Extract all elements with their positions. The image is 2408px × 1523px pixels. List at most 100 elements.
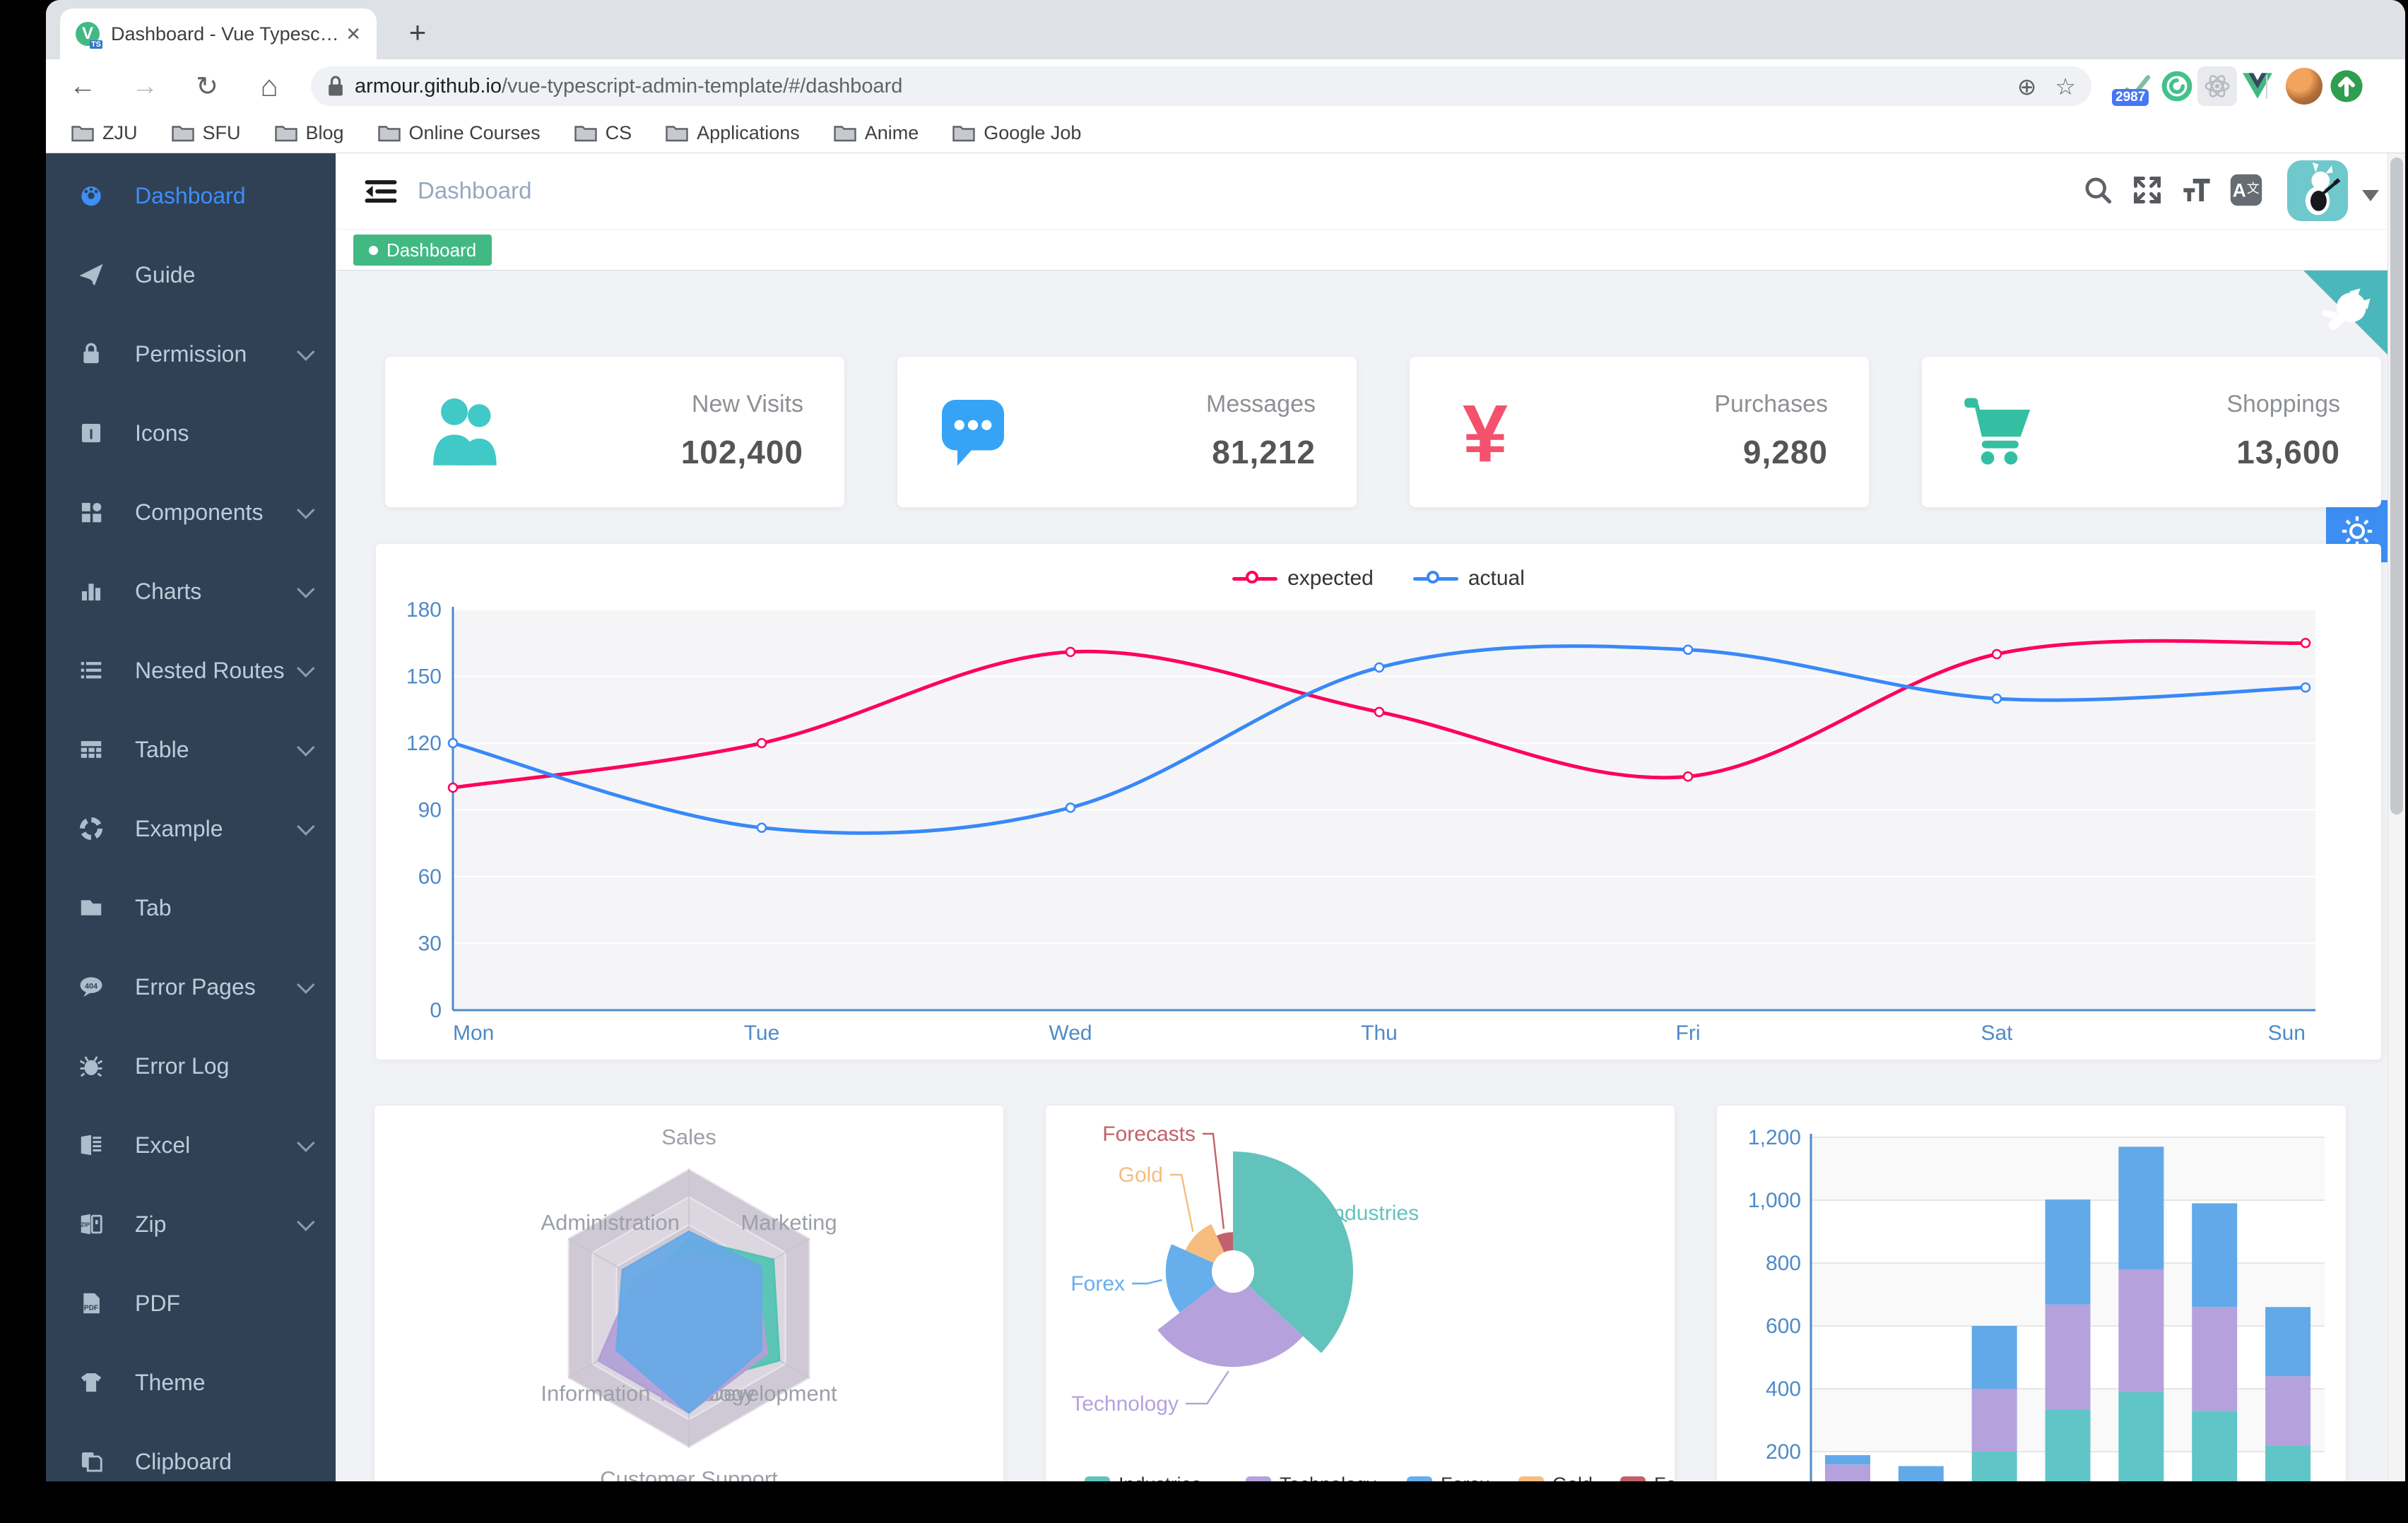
bookmark-folder[interactable]: SFU — [171, 122, 241, 144]
forward-icon[interactable]: → — [131, 71, 158, 101]
svg-text:800: 800 — [1766, 1252, 1801, 1275]
chevron-down-icon — [297, 580, 315, 598]
text-size-icon[interactable] — [2174, 167, 2219, 213]
peoples-icon — [422, 392, 514, 473]
pdf-icon: PDF — [77, 1289, 105, 1317]
address-bar[interactable]: armour.github.io/vue-typescript-admin-te… — [311, 66, 2091, 106]
svg-text:200: 200 — [1766, 1440, 1801, 1464]
chevron-down-icon — [297, 501, 315, 519]
svg-text:Wed: Wed — [1049, 1021, 1092, 1045]
folder-icon — [952, 126, 975, 142]
svg-text:¥: ¥ — [1463, 392, 1508, 473]
tags-view-bar: Dashboard — [336, 230, 2405, 271]
hamburger-icon[interactable] — [362, 173, 399, 210]
bookmark-folder[interactable]: Anime — [834, 122, 919, 144]
sidebar-item-permission[interactable]: Permission — [46, 314, 336, 393]
scrollbar-track[interactable] — [2388, 153, 2405, 1481]
bookmark-folder[interactable]: Blog — [274, 122, 344, 144]
sidebar-item-table[interactable]: Table — [46, 710, 336, 789]
svg-text:ZIP: ZIP — [81, 1221, 90, 1228]
extension-vue-icon[interactable] — [2238, 66, 2277, 106]
sidebar-item-error-pages[interactable]: 404 Error Pages — [46, 947, 336, 1026]
sidebar-item-clipboard[interactable]: Clipboard — [46, 1422, 336, 1481]
reload-icon[interactable]: ↻ — [196, 71, 218, 102]
dashboard-content: New Visits 102,400 Messages 81,212 ¥ Purc… — [336, 271, 2405, 1481]
bookmark-folder[interactable]: Online Courses — [377, 122, 541, 144]
bug-icon — [77, 1052, 105, 1080]
sidebar: Dashboard Guide Permission I Icons Compon… — [46, 153, 336, 1481]
extension-green-icon[interactable] — [2157, 66, 2197, 106]
zip-icon: ZIP — [77, 1210, 105, 1238]
tab-icon — [77, 894, 105, 922]
profile-avatar[interactable] — [2284, 66, 2324, 106]
extension-check-icon[interactable]: 2987 — [2112, 66, 2157, 106]
extension-react-icon[interactable] — [2197, 66, 2237, 106]
svg-text:180: 180 — [406, 598, 442, 622]
stat-card-value: 102,400 — [680, 434, 803, 470]
new-tab-button[interactable]: + — [408, 16, 427, 49]
stat-card-label: Shoppings — [2226, 391, 2340, 417]
browser-tab[interactable]: VTS Dashboard - Vue Typescript Ad ✕ — [60, 8, 377, 59]
sidebar-item-zip[interactable]: ZIP Zip — [46, 1185, 336, 1264]
fullscreen-icon[interactable] — [2125, 167, 2170, 213]
chevron-down-icon[interactable] — [2362, 190, 2379, 201]
update-chrome-icon[interactable] — [2327, 66, 2366, 106]
sidebar-item-example[interactable]: Example — [46, 789, 336, 868]
stat-card-value: 13,600 — [2236, 434, 2340, 470]
sidebar-item-label: Zip — [135, 1211, 167, 1237]
chevron-down-icon — [297, 817, 315, 836]
sidebar-item-label: Components — [135, 499, 264, 525]
sidebar-item-components[interactable]: Components — [46, 473, 336, 552]
sidebar-item-nested-routes[interactable]: Nested Routes — [46, 631, 336, 710]
stat-card-messages[interactable]: Messages 81,212 — [897, 357, 1357, 507]
back-icon[interactable]: ← — [69, 71, 96, 101]
legend-item-expected[interactable]: expected — [1232, 567, 1374, 591]
sidebar-item-charts[interactable]: Charts — [46, 552, 336, 631]
zoom-page-icon[interactable]: ⊕ — [2017, 73, 2037, 100]
bookmark-label: SFU — [202, 122, 241, 143]
bookmark-folder[interactable]: Google Job — [952, 122, 1081, 144]
sidebar-item-icons[interactable]: I Icons — [46, 393, 336, 473]
sidebar-item-label: Permission — [135, 340, 247, 367]
user-avatar[interactable] — [2287, 160, 2348, 221]
tab-close-icon[interactable]: ✕ — [346, 23, 361, 45]
sidebar-item-dashboard[interactable]: Dashboard — [46, 156, 336, 235]
search-icon[interactable] — [2075, 167, 2120, 213]
bookmark-folder[interactable]: ZJU — [71, 122, 138, 144]
line-chart-panel: expected actual 0 30 60 90 120 150 180 Mon Tue Wed… — [376, 544, 2381, 1060]
svg-text:文: 文 — [2247, 182, 2260, 196]
sidebar-item-label: PDF — [135, 1290, 180, 1316]
scrollbar-thumb[interactable] — [2390, 158, 2403, 814]
sidebar-item-theme[interactable]: Theme — [46, 1343, 336, 1422]
lock-icon — [329, 76, 343, 96]
legend-item-actual[interactable]: actual — [1412, 567, 1525, 591]
sidebar-item-label: Error Pages — [135, 973, 256, 1000]
home-icon[interactable]: ⌂ — [260, 69, 278, 102]
svg-text:90: 90 — [418, 799, 442, 822]
sidebar-item-tab[interactable]: Tab — [46, 868, 336, 947]
sidebar-item-label: Charts — [135, 578, 202, 604]
sidebar-item-excel[interactable]: Excel — [46, 1106, 336, 1185]
sidebar-item-label: Table — [135, 736, 189, 762]
stat-card-new-visits[interactable]: New Visits 102,400 — [385, 357, 844, 507]
sidebar-item-label: Nested Routes — [135, 657, 285, 683]
stat-card-shoppings[interactable]: Shoppings 13,600 — [1922, 357, 2381, 507]
bookmark-star-icon[interactable]: ☆ — [2055, 73, 2076, 100]
bookmark-folder[interactable]: Applications — [666, 122, 800, 144]
folder-icon — [377, 126, 401, 142]
sidebar-item-pdf[interactable]: PDF PDF — [46, 1264, 336, 1343]
sidebar-item-guide[interactable]: Guide — [46, 235, 336, 314]
legend-marker — [1412, 571, 1458, 586]
admin-app: Dashboard Guide Permission I Icons Compon… — [46, 153, 2405, 1481]
stat-card-purchases[interactable]: ¥ Purchases 9,280 — [1410, 357, 1869, 507]
tag-label: Dashboard — [386, 239, 477, 261]
extension-badge: 2987 — [2112, 89, 2149, 106]
pie-chart: Industries Technology Forex Gold Forecasts In… — [1070, 1122, 1675, 1481]
nested-icon — [77, 656, 105, 685]
sidebar-item-error-log[interactable]: Error Log — [46, 1026, 336, 1106]
tag-dashboard[interactable]: Dashboard — [353, 235, 492, 266]
svg-text:404: 404 — [85, 982, 98, 990]
bookmark-label: Anime — [864, 122, 919, 143]
bookmark-folder[interactable]: CS — [574, 122, 632, 144]
